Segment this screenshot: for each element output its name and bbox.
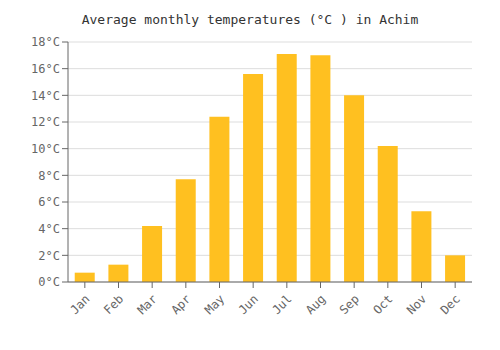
svg-text:Aug: Aug <box>303 292 328 317</box>
svg-text:May: May <box>202 292 227 317</box>
svg-text:Sep: Sep <box>337 292 362 317</box>
svg-text:Apr: Apr <box>168 292 193 317</box>
svg-text:18°C: 18°C <box>31 35 60 49</box>
svg-text:10°C: 10°C <box>31 142 60 156</box>
svg-text:Jan: Jan <box>67 292 92 317</box>
svg-text:16°C: 16°C <box>31 62 60 76</box>
svg-text:Jun: Jun <box>236 292 261 317</box>
svg-text:6°C: 6°C <box>38 195 60 209</box>
svg-text:Mar: Mar <box>135 292 160 317</box>
html-text:Average monthly temperatures (: Average monthly temperatures (°C ) in Ac… <box>81 12 419 27</box>
svg-text:Dec: Dec <box>438 292 463 317</box>
svg-text:12°C: 12°C <box>31 115 60 129</box>
svg-text:Jul: Jul <box>269 292 294 317</box>
svg-text:4°C: 4°C <box>38 222 60 236</box>
svg-text:Oct: Oct <box>370 292 395 317</box>
svg-text:2°C: 2°C <box>38 249 60 263</box>
svg-text:8°C: 8°C <box>38 169 60 183</box>
svg-text:14°C: 14°C <box>31 89 60 103</box>
svg-text:0°C: 0°C <box>38 275 60 289</box>
svg-text:Nov: Nov <box>404 292 429 317</box>
svg-text:Feb: Feb <box>101 292 126 317</box>
